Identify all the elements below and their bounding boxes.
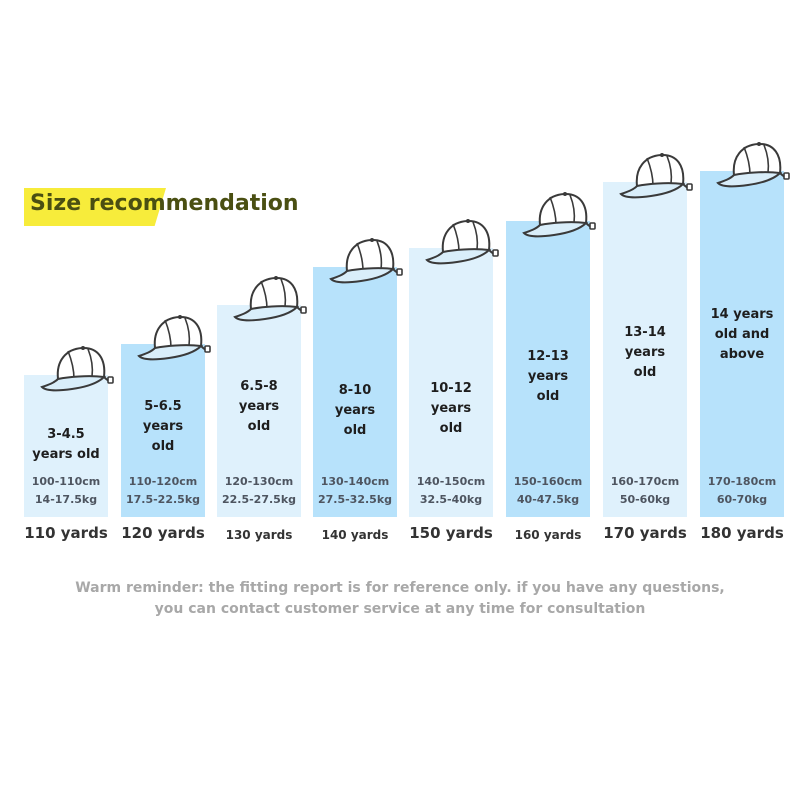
baseball-cap-icon [38, 339, 118, 399]
size-column: 10-12 years old 140-150cm 32.5-40kg [409, 248, 493, 517]
size-bar [603, 182, 687, 517]
weight-range: 27.5-32.5kg [317, 493, 393, 506]
height-range: 100-110cm [31, 475, 101, 488]
height-range: 150-160cm [513, 475, 583, 488]
size-bar [700, 171, 784, 517]
age-range: 13-14 years old [603, 323, 687, 383]
size-column: 5-6.5 years old 110-120cm 17.5-22.5kg [121, 344, 205, 517]
age-range: 14 years old and above [700, 305, 784, 365]
weight-range: 50-60kg [619, 493, 671, 506]
height-weight: 140-150cm 32.5-40kg [409, 473, 493, 509]
age-range: 3-4.5 years old [24, 425, 108, 465]
age-range: 10-12 years old [409, 379, 493, 439]
weight-range: 32.5-40kg [419, 493, 483, 506]
reminder-line-1: Warm reminder: the fitting report is for… [75, 580, 725, 596]
age-line: 10-12 [430, 381, 472, 396]
size-bar [313, 267, 397, 517]
size-bar [506, 221, 590, 517]
age-line: years [142, 419, 184, 434]
size-label: 120 yards [121, 524, 205, 542]
height-weight: 170-180cm 60-70kg [700, 473, 784, 509]
weight-range: 17.5-22.5kg [125, 493, 201, 506]
size-bar [121, 344, 205, 517]
age-line: old [536, 389, 560, 404]
size-column: 14 years old and above 170-180cm 60-70kg [700, 171, 784, 517]
height-weight: 100-110cm 14-17.5kg [24, 473, 108, 509]
age-line: 13-14 [624, 325, 666, 340]
baseball-cap-icon [520, 185, 600, 245]
height-range: 110-120cm [128, 475, 198, 488]
baseball-cap-icon [231, 269, 311, 329]
size-label: 170 yards [603, 524, 687, 542]
size-column: 13-14 years old 160-170cm 50-60kg [603, 182, 687, 517]
age-line: 8-10 [338, 383, 372, 398]
age-range: 12-13 years old [506, 347, 590, 407]
age-line: years [527, 369, 569, 384]
title-banner [24, 188, 166, 226]
height-range: 160-170cm [610, 475, 680, 488]
warm-reminder: Warm reminder: the fitting report is for… [50, 578, 750, 620]
age-line: years [334, 403, 376, 418]
height-range: 140-150cm [416, 475, 486, 488]
age-line: old [247, 419, 271, 434]
age-range: 6.5-8 years old [217, 377, 301, 437]
height-weight: 130-140cm 27.5-32.5kg [313, 473, 397, 509]
baseball-cap-icon [327, 231, 407, 291]
age-line: old and [714, 327, 770, 342]
age-line: 12-13 [527, 349, 569, 364]
age-range: 8-10 years old [313, 381, 397, 441]
age-line: 14 years [710, 307, 774, 322]
age-line: years [430, 401, 472, 416]
size-bar [24, 375, 108, 517]
age-line: years [238, 399, 280, 414]
age-line: 5-6.5 [144, 399, 182, 414]
baseball-cap-icon [617, 146, 697, 206]
baseball-cap-icon [135, 308, 215, 368]
age-line: old [343, 423, 367, 438]
height-range: 170-180cm [707, 475, 777, 488]
size-label: 180 yards [700, 524, 784, 542]
age-line: above [719, 347, 765, 362]
age-line: years [624, 345, 666, 360]
age-line: old [151, 439, 175, 454]
height-range: 130-140cm [320, 475, 390, 488]
weight-range: 40-47.5kg [516, 493, 580, 506]
age-line: old [633, 365, 657, 380]
baseball-cap-icon [423, 212, 503, 272]
size-bar [409, 248, 493, 517]
age-line: years old [32, 447, 100, 462]
page-title: Size recommendation [30, 191, 299, 216]
age-line: 3-4.5 [47, 427, 85, 442]
size-label: 160 yards [514, 528, 582, 542]
size-label: 110 yards [24, 524, 108, 542]
size-bar [217, 305, 301, 517]
height-weight: 150-160cm 40-47.5kg [506, 473, 590, 509]
age-line: 6.5-8 [240, 379, 278, 394]
size-label: 130 yards [225, 528, 293, 542]
height-weight: 120-130cm 22.5-27.5kg [217, 473, 301, 509]
height-weight: 110-120cm 17.5-22.5kg [121, 473, 205, 509]
age-line: old [439, 421, 463, 436]
baseball-cap-icon [714, 135, 794, 195]
height-weight: 160-170cm 50-60kg [603, 473, 687, 509]
size-label: 140 yards [321, 528, 389, 542]
size-column: 8-10 years old 130-140cm 27.5-32.5kg [313, 267, 397, 517]
size-column: 6.5-8 years old 120-130cm 22.5-27.5kg [217, 305, 301, 517]
weight-range: 22.5-27.5kg [221, 493, 297, 506]
size-label: 150 yards [409, 524, 493, 542]
reminder-line-2: you can contact customer service at any … [154, 601, 646, 617]
size-column: 12-13 years old 150-160cm 40-47.5kg [506, 221, 590, 517]
height-range: 120-130cm [224, 475, 294, 488]
age-range: 5-6.5 years old [121, 397, 205, 457]
size-column: 3-4.5 years old 100-110cm 14-17.5kg [24, 375, 108, 517]
weight-range: 60-70kg [716, 493, 768, 506]
weight-range: 14-17.5kg [34, 493, 98, 506]
